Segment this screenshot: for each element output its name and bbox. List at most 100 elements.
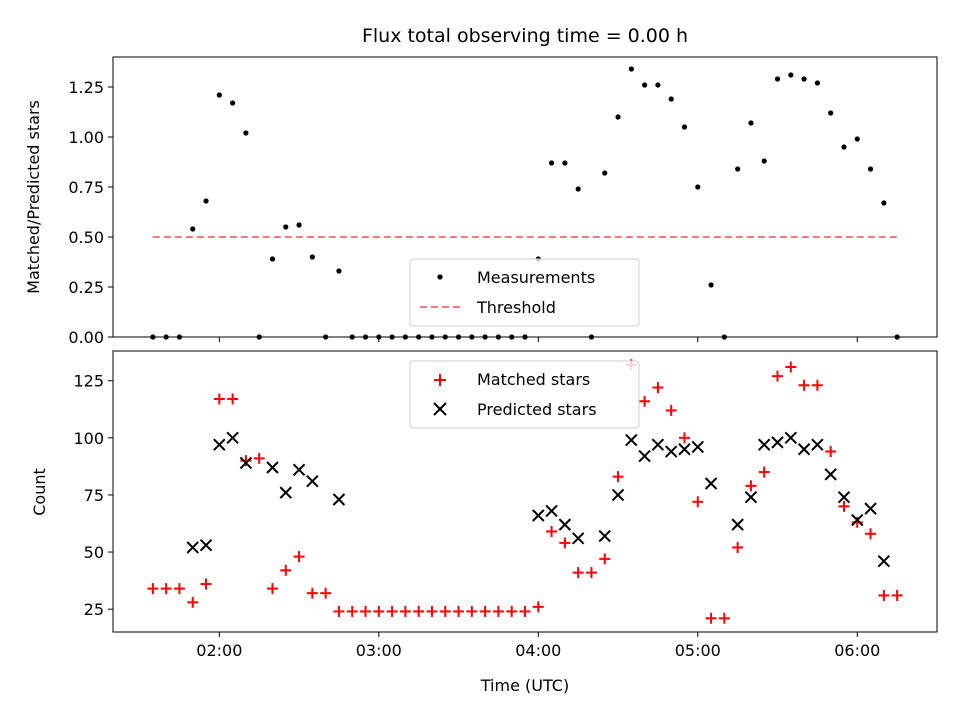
matched-star-point	[227, 393, 239, 405]
predicted-star-point	[877, 554, 891, 568]
predicted-star-point	[625, 433, 638, 447]
matched-star-point	[665, 404, 677, 416]
matched-star-point	[732, 541, 744, 553]
predicted-star-point	[199, 538, 213, 552]
bottom-y-axis-label: Count	[30, 468, 49, 516]
matched-star-point	[559, 537, 571, 549]
matched-star-point	[705, 612, 717, 624]
measurement-point	[575, 186, 581, 192]
legend-matched-label: Matched stars	[477, 370, 590, 389]
measurement-point	[867, 166, 874, 172]
predicted-star-point	[598, 529, 611, 543]
bottom-axes-frame	[112, 350, 938, 633]
measurement-point	[336, 268, 342, 274]
measurement-point	[230, 100, 236, 106]
measurement-point	[681, 124, 688, 130]
predicted-star-point	[226, 431, 239, 445]
matched-star-point	[373, 605, 385, 617]
measurement-point	[296, 222, 302, 228]
matched-star-point	[891, 589, 903, 601]
matched-star-point	[492, 605, 504, 617]
predicted-star-point	[558, 518, 572, 531]
matched-star-point	[413, 605, 425, 617]
measurement-point	[269, 256, 276, 262]
top-axis-ticks: 0.00 0.25 0.50 0.75 1.00 1.25	[68, 78, 858, 347]
matched-star-point	[798, 379, 810, 391]
measurement-point	[190, 226, 196, 232]
matched-star-point	[293, 551, 305, 563]
y-tick-label: 1.00	[68, 128, 104, 147]
legend-predicted-marker	[433, 402, 447, 416]
measurement-point	[283, 224, 289, 230]
matched-star-point	[266, 583, 278, 595]
legend-matched-marker	[434, 374, 446, 386]
top-y-axis-label: Matched/Predicted stars	[24, 100, 43, 294]
matched-star-point	[718, 612, 730, 624]
measurement-point	[216, 92, 222, 98]
matched-star-point	[187, 596, 199, 608]
measurement-point	[788, 72, 794, 78]
top-panel: Matched/Predicted stars 0.00 0.25 0.50 0.75…	[24, 56, 938, 347]
matched-star-point	[147, 583, 159, 595]
matched-star-point	[599, 553, 611, 565]
y-tick-label: 1.25	[68, 78, 104, 97]
predicted-star-point	[784, 431, 798, 445]
measurement-point	[243, 130, 249, 136]
matched-star-point	[399, 605, 411, 617]
x-tick-label: 04:00	[515, 641, 561, 660]
legend-threshold-label: Threshold	[476, 298, 556, 317]
x-axis-label: Time (UTC)	[480, 676, 569, 695]
predicted-star-point	[837, 491, 851, 504]
predicted-star-point	[532, 509, 545, 522]
predicted-star-point	[771, 436, 784, 449]
measurement-point	[828, 110, 834, 116]
matched-star-point	[546, 525, 558, 537]
measurement-point	[814, 80, 820, 86]
predicted-star-point	[824, 468, 837, 481]
matched-star-point	[838, 500, 850, 512]
matched-star-point	[253, 452, 265, 464]
y-tick-label: 0.75	[68, 178, 104, 197]
y-tick-label: 25	[84, 600, 104, 619]
matched-star-point	[785, 361, 797, 373]
matched-star-point	[692, 496, 704, 508]
predicted-star-point	[279, 486, 292, 499]
y-tick-label: 0.00	[68, 328, 104, 347]
matched-star-point	[439, 605, 451, 617]
predicted-star-point	[545, 504, 558, 518]
predicted-star-point	[758, 438, 771, 451]
measurement-point	[841, 144, 847, 150]
measurement-point	[774, 76, 781, 82]
bottom-axis-ticks: 25 50 75 100 125 02:00 03:00 04:00 05:00 06:00	[73, 372, 880, 660]
matched-star-point	[639, 395, 651, 407]
predicted-stars-points	[186, 431, 891, 568]
legend-predicted-label: Predicted stars	[477, 400, 597, 419]
matched-star-point	[173, 583, 185, 595]
legend-measurements-label: Measurements	[477, 268, 595, 287]
matched-star-point	[386, 605, 398, 617]
measurement-point	[602, 170, 608, 176]
x-tick-label: 03:00	[356, 641, 402, 660]
measurement-point	[695, 184, 701, 190]
matched-star-point	[466, 605, 478, 617]
predicted-star-point	[744, 491, 758, 504]
measurement-point	[761, 158, 767, 164]
predicted-star-point	[691, 440, 704, 454]
matched-star-point	[506, 605, 518, 617]
measurement-point	[735, 166, 741, 172]
plot-title: Flux total observing time = 0.00 h	[362, 25, 688, 47]
predicted-star-point	[651, 438, 665, 451]
measurement-point	[748, 120, 754, 126]
matched-stars-points	[147, 359, 903, 624]
measurement-point	[615, 114, 621, 120]
matched-star-point	[772, 370, 784, 382]
y-tick-label: 100	[73, 429, 104, 448]
predicted-star-point	[664, 445, 678, 458]
measurement-point	[309, 254, 315, 260]
measurement-point	[562, 160, 568, 166]
matched-star-point	[865, 528, 877, 540]
matched-star-point	[320, 587, 332, 599]
y-tick-label: 75	[84, 486, 104, 505]
matched-star-point	[758, 466, 770, 478]
